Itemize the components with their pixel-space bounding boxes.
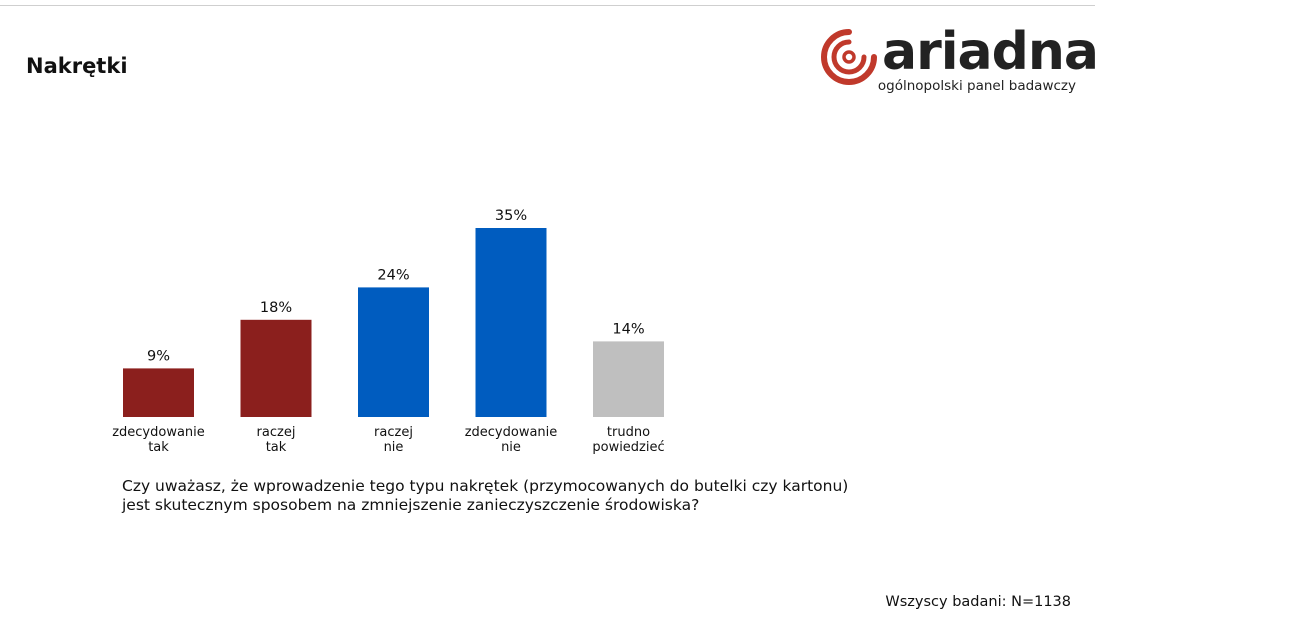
bar (123, 368, 194, 417)
ariadna-logo-icon (821, 29, 877, 85)
top-divider (0, 5, 1095, 6)
data-label: 9% (147, 348, 170, 364)
category-label: powiedzieć (592, 440, 664, 455)
question-text: Czy uważasz, że wprowadzenie tego typu n… (122, 477, 848, 515)
sample-note: Wszyscy badani: N=1138 (885, 594, 1071, 610)
category-label: raczej (374, 425, 413, 440)
data-label: 14% (612, 321, 644, 337)
data-label: 24% (377, 267, 409, 283)
bar (593, 341, 664, 417)
page-title: Nakrętki (26, 54, 128, 78)
data-label: 35% (495, 208, 527, 224)
category-label: zdecydowanie (112, 425, 205, 440)
bar (240, 319, 312, 417)
category-label: zdecydowanie (465, 425, 558, 440)
category-label: nie (501, 440, 521, 455)
bar (475, 228, 547, 417)
question-line: jest skutecznym sposobem na zmniejszenie… (122, 496, 700, 514)
question-line: Czy uważasz, że wprowadzenie tego typu n… (122, 477, 849, 495)
logo-wordmark: ariadna (882, 22, 1099, 82)
category-label: raczej (257, 425, 296, 440)
bar (358, 287, 429, 417)
logo-tagline: ogólnopolski panel badawczy (877, 78, 1076, 94)
category-label: tak (148, 440, 169, 455)
category-label: nie (384, 440, 404, 455)
data-label: 18% (260, 300, 292, 316)
ariadna-logo: ariadna ogólnopolski panel badawczy (820, 22, 1099, 98)
category-label: trudno (607, 425, 650, 440)
category-label: tak (266, 440, 287, 455)
